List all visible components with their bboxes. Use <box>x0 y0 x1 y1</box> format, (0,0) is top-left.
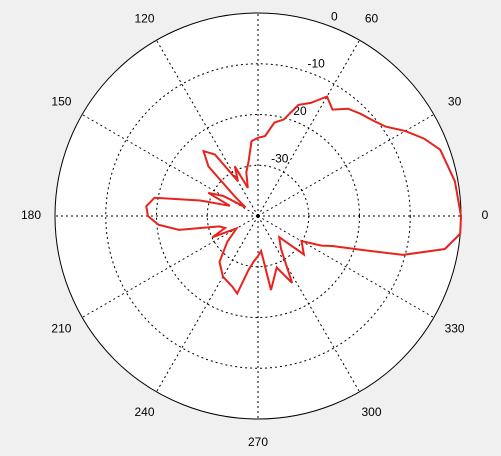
r-tick-label: -30 <box>271 151 289 165</box>
angle-label: 240 <box>134 405 154 419</box>
angle-label: 300 <box>361 405 381 419</box>
pattern-line <box>145 95 463 296</box>
r-tick-label: 0 <box>331 9 338 23</box>
angle-label: 270 <box>248 435 268 449</box>
angle-label: 330 <box>445 322 465 336</box>
spoke <box>257 215 435 318</box>
angle-label: 120 <box>134 12 154 26</box>
ring <box>105 63 411 369</box>
angle-label: 180 <box>21 208 41 222</box>
spoke <box>156 215 259 393</box>
r-tick-label: -20 <box>289 104 307 118</box>
spoke <box>156 39 259 217</box>
angle-label: 210 <box>51 322 71 336</box>
angle-label: 30 <box>448 95 462 109</box>
ring <box>156 114 360 318</box>
angle-label: 0 <box>482 208 489 222</box>
r-tick-label: -10 <box>307 57 325 71</box>
angle-label: 60 <box>365 12 379 26</box>
angle-label: 150 <box>51 95 71 109</box>
ring <box>206 164 310 268</box>
spoke <box>257 114 435 217</box>
